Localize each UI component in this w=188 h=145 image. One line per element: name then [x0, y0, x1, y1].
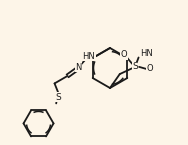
Text: S: S	[56, 93, 61, 102]
Text: HN: HN	[141, 49, 153, 58]
Text: HN: HN	[83, 52, 95, 61]
Text: S: S	[132, 62, 138, 71]
Text: N: N	[75, 62, 82, 71]
Text: O: O	[121, 50, 127, 59]
Text: O: O	[147, 64, 153, 73]
